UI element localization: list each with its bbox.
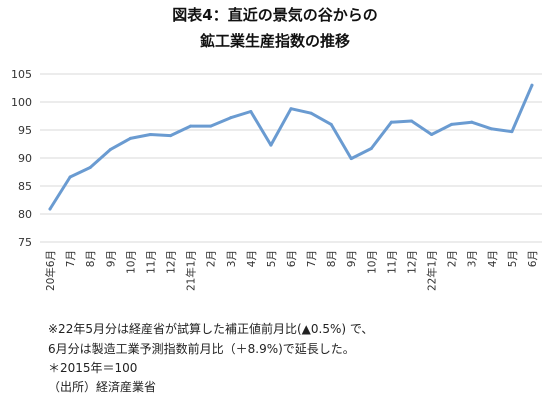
x-tick-label: 11月 <box>145 250 157 274</box>
data-point <box>349 157 353 161</box>
data-point <box>68 175 72 179</box>
data-point <box>450 122 454 126</box>
data-point <box>369 146 373 150</box>
series-line <box>48 83 534 211</box>
x-tick-label: 7月 <box>306 250 318 267</box>
x-tick-label: 10月 <box>366 250 378 274</box>
x-tick-label: 22年1月 <box>426 250 439 291</box>
data-point <box>470 120 474 124</box>
data-point <box>430 132 434 136</box>
data-point <box>409 119 413 123</box>
x-tick-label: 6月 <box>286 250 298 267</box>
chart-title-line1: 図表4：直近の景気の谷からの <box>172 6 378 24</box>
x-tick-label: 20年6月 <box>44 250 57 291</box>
x-tick-label: 4月 <box>487 250 499 267</box>
data-point <box>289 107 293 111</box>
x-tick-label: 8月 <box>85 250 97 267</box>
y-tick-label: 80 <box>18 208 32 221</box>
x-tick-label: 5月 <box>266 250 278 267</box>
data-point <box>510 130 514 134</box>
x-tick-label: 3月 <box>226 250 238 267</box>
x-tick-label: 7月 <box>65 250 77 267</box>
y-tick-label: 90 <box>18 152 32 165</box>
data-point <box>389 120 393 124</box>
x-tick-label: 3月 <box>467 250 479 267</box>
x-tick-label: 21年1月 <box>185 250 198 291</box>
x-tick-label: 9月 <box>346 250 358 267</box>
x-tick-label: 8月 <box>326 250 338 267</box>
x-tick-label: 12月 <box>406 250 418 274</box>
y-tick-label: 95 <box>18 124 32 137</box>
data-point <box>309 111 313 115</box>
data-point <box>329 122 333 126</box>
x-tick-label: 2月 <box>447 250 459 267</box>
data-point <box>148 132 152 136</box>
x-tick-label: 6月 <box>527 250 539 267</box>
x-tick-label: 5月 <box>507 250 519 267</box>
data-point <box>128 136 132 140</box>
x-tick-label: 4月 <box>246 250 258 267</box>
x-tick-label: 9月 <box>105 250 117 267</box>
data-point <box>530 83 534 87</box>
y-tick-label: 100 <box>11 96 32 109</box>
data-point <box>229 116 233 120</box>
note-base-year: ＊2015年＝100 <box>48 361 138 375</box>
y-tick-label: 85 <box>18 180 32 193</box>
x-tick-label: 11月 <box>386 250 398 274</box>
data-point <box>209 124 213 128</box>
data-point <box>189 124 193 128</box>
x-tick-label: 10月 <box>125 250 137 274</box>
data-point <box>108 148 112 152</box>
note-line1: ※22年5月分は経産省が試算した補正値前月比(▲0.5%) で、 <box>48 322 374 336</box>
data-point <box>169 134 173 138</box>
note-source: （出所）経済産業省 <box>48 380 157 394</box>
x-tick-label: 2月 <box>206 250 218 267</box>
data-point <box>249 110 253 114</box>
data-point <box>48 207 52 211</box>
data-point <box>490 127 494 131</box>
note-line2: 6月分は製造工業予測指数前月比（＋8.9%)で延長した。 <box>48 342 355 356</box>
y-tick-label: 75 <box>18 236 32 249</box>
data-point <box>269 143 273 147</box>
chart-title-line2: 鉱工業生産指数の推移 <box>199 32 350 50</box>
x-tick-label: 12月 <box>166 250 178 274</box>
y-tick-label: 105 <box>11 68 32 81</box>
data-point <box>88 166 92 170</box>
